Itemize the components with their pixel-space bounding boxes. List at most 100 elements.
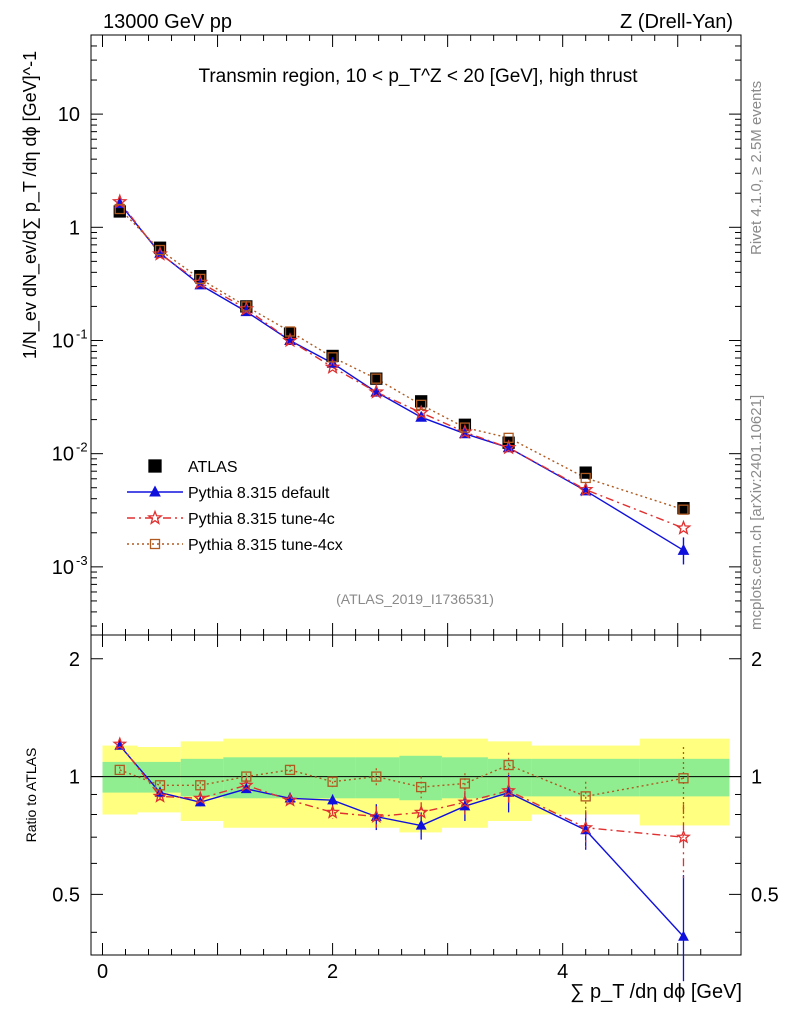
open-square-marker xyxy=(678,773,689,784)
star-marker xyxy=(413,404,430,420)
open-square-marker xyxy=(195,780,206,791)
open-square-marker xyxy=(241,771,252,782)
open-square-marker xyxy=(416,399,427,410)
y-tick-label-right: 2 xyxy=(751,649,762,671)
open-square-marker xyxy=(195,273,206,285)
star-marker xyxy=(152,788,168,803)
x-tick-label: 0 xyxy=(97,961,108,983)
star-marker xyxy=(577,481,594,497)
star-marker xyxy=(238,777,254,792)
legend-label: Pythia 8.315 tune-4c xyxy=(188,511,335,528)
triangle-marker xyxy=(678,930,689,941)
ratio-line xyxy=(119,764,684,798)
legend-label: Pythia 8.315 tune-4cx xyxy=(188,537,343,554)
star-marker xyxy=(147,509,163,525)
open-square-marker xyxy=(241,301,252,312)
square-marker xyxy=(148,459,162,473)
ratio-panel: 0 2 4 0.5 0.5 1 1 2 2 Ratio to ATLAS xyxy=(23,634,779,983)
main-series xyxy=(111,193,692,565)
legend-label: ATLAS xyxy=(188,459,238,476)
y-tick-label: 10 xyxy=(52,444,74,466)
y-tick-label: 2 xyxy=(69,649,80,671)
star-marker xyxy=(325,804,341,819)
star-marker xyxy=(676,829,691,844)
star-marker xyxy=(501,782,517,798)
x-tick-label: 2 xyxy=(327,961,338,983)
star-marker xyxy=(368,808,384,823)
x-tick-label: 4 xyxy=(557,961,568,983)
ratio-line xyxy=(119,743,684,838)
star-marker xyxy=(675,519,692,535)
header-left: 13000 GeV pp xyxy=(103,11,232,33)
y-tick-exponent: -3 xyxy=(76,553,88,568)
triangle-marker xyxy=(149,485,161,497)
open-square-marker xyxy=(580,472,591,484)
open-square-marker xyxy=(149,538,161,550)
star-marker xyxy=(413,804,429,819)
open-square-marker xyxy=(503,759,514,771)
header-right: Z (Drell-Yan) xyxy=(620,11,733,33)
star-marker xyxy=(282,792,298,807)
ratio-series xyxy=(112,736,691,982)
ratio-frame xyxy=(90,634,742,956)
y-tick-label-right: 0.5 xyxy=(751,884,779,906)
mcplots-label: mcplots.cern.ch [arXiv:2401.10621] xyxy=(748,395,765,630)
band-inner xyxy=(102,761,138,793)
band-inner xyxy=(267,757,314,799)
open-square-marker xyxy=(371,771,382,782)
open-square-marker xyxy=(284,764,296,776)
band-inner xyxy=(180,758,224,797)
open-square-marker xyxy=(503,432,514,443)
band-inner xyxy=(355,757,400,799)
triangle-marker xyxy=(415,819,427,830)
y-tick-label: 1 xyxy=(69,767,80,789)
star-marker xyxy=(282,332,298,348)
open-square-marker xyxy=(154,244,166,256)
open-square-marker xyxy=(678,504,689,515)
legend: ATLAS Pythia 8.315 default Pythia 8.315 tu… xyxy=(127,459,343,554)
open-square-marker xyxy=(114,764,125,776)
y-tick-exponent: -1 xyxy=(76,326,88,341)
x-axis-label: ∑ p_T /dη dϕ [GeV] xyxy=(570,981,742,1003)
square-marker xyxy=(579,466,592,479)
y-tick-label: 0.5 xyxy=(52,884,80,906)
band-inner xyxy=(531,758,640,797)
open-square-marker xyxy=(459,778,471,789)
open-square-marker xyxy=(327,776,338,787)
ratio-axis-ticks: 0 2 4 0.5 0.5 1 1 2 2 xyxy=(52,635,779,983)
ratio-y-label: Ratio to ATLAS xyxy=(23,748,39,843)
ratio-line xyxy=(119,745,685,938)
triangle-marker xyxy=(327,794,338,805)
y-tick-label-right: 1 xyxy=(751,767,762,789)
y-tick-label: 10 xyxy=(58,104,80,126)
star-marker xyxy=(112,736,128,751)
series-line xyxy=(119,201,684,529)
star-marker xyxy=(578,819,594,835)
y-tick-label: 10 xyxy=(52,557,74,579)
square-marker xyxy=(677,502,690,515)
open-square-marker xyxy=(580,791,591,802)
rivet-label: Rivet 4.1.0, ≥ 2.5M events xyxy=(748,81,765,255)
open-square-marker xyxy=(371,373,382,384)
open-square-marker xyxy=(114,203,125,215)
open-square-marker xyxy=(327,352,338,363)
main-y-label: 1/N_ev dN_ev/d∑ p_T /dη dϕ [GeV]^-1 xyxy=(20,51,41,359)
legend-label: Pythia 8.315 default xyxy=(188,485,330,502)
analysis-label: (ATLAS_2019_I1736531) xyxy=(336,591,494,607)
series-line xyxy=(119,208,684,511)
star-marker xyxy=(368,383,385,399)
y-tick-exponent: -2 xyxy=(76,440,88,455)
star-marker xyxy=(192,790,208,805)
open-square-marker xyxy=(416,781,427,793)
band-inner xyxy=(639,758,730,797)
ratio-bands xyxy=(91,738,741,833)
open-square-marker xyxy=(284,326,296,337)
y-tick-label: 10 xyxy=(52,330,74,352)
star-marker xyxy=(500,439,517,455)
open-square-marker xyxy=(459,422,471,433)
open-square-marker xyxy=(154,780,166,791)
y-tick-label: 1 xyxy=(69,217,80,239)
